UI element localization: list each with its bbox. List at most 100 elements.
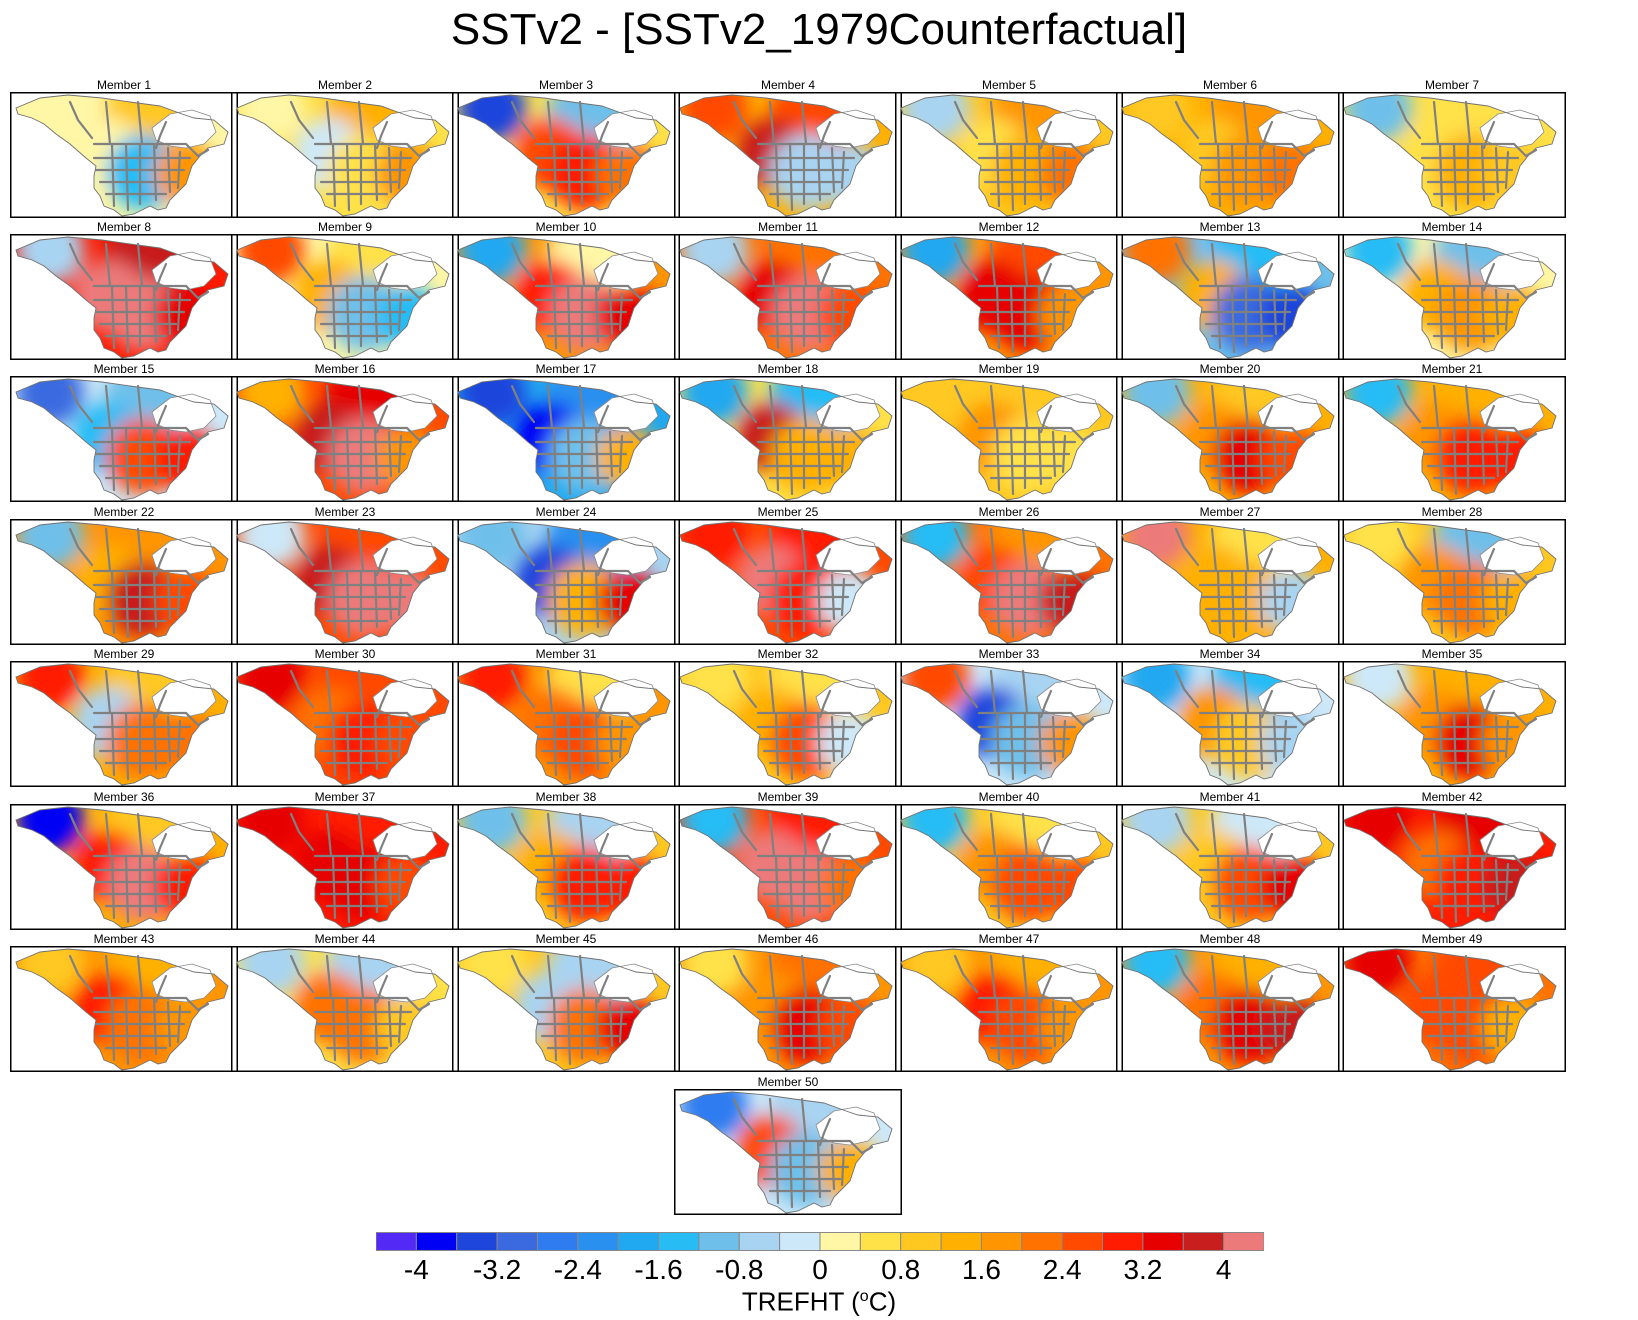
colorbar-bin <box>1021 1232 1063 1251</box>
member-panel: Member 5 <box>895 78 1123 218</box>
panel-title: Member 11 <box>758 220 818 234</box>
member-panel: Member 26 <box>895 505 1123 645</box>
colorbar-tick-label: 1.6 <box>961 1254 1001 1285</box>
member-panel: Member 39 <box>674 790 902 930</box>
state-borders <box>510 242 652 354</box>
colorbar-bin <box>940 1232 982 1251</box>
coastline <box>679 94 893 217</box>
state-borders <box>1396 384 1538 496</box>
anomaly-east <box>154 996 218 1060</box>
anomaly-east <box>1482 426 1546 490</box>
member-map <box>895 376 1123 502</box>
anomaly-east <box>154 569 218 633</box>
member-panel: Member 29 <box>10 647 238 787</box>
state-borders <box>732 527 874 639</box>
panel-frame <box>1116 661 1344 787</box>
colorbar-bin <box>456 1232 498 1251</box>
panel-frame <box>674 376 902 502</box>
member-panel: Member 3 <box>452 78 680 218</box>
anomaly-east <box>596 996 660 1060</box>
panel-title: Member 24 <box>535 505 597 519</box>
member-panel: Member 42 <box>1338 790 1566 930</box>
member-panel: Member 43 <box>10 932 238 1072</box>
coastline <box>679 806 893 929</box>
panel-frame <box>674 519 902 645</box>
member-panel: Member 27 <box>1116 505 1344 645</box>
coastline <box>15 663 229 786</box>
coastline <box>457 663 671 786</box>
panel-frame <box>452 519 680 645</box>
panel-title: Member 40 <box>978 790 1040 804</box>
state-borders <box>289 527 431 639</box>
panel-frame <box>231 661 459 787</box>
state-borders <box>1174 242 1316 354</box>
anomaly-east <box>1039 996 1103 1060</box>
panel-frame <box>1116 234 1344 360</box>
panel-frame <box>10 234 238 360</box>
anomaly-east <box>1039 854 1103 918</box>
member-panel: Member 15 <box>10 362 238 502</box>
member-panel: Member 48 <box>1116 932 1344 1072</box>
coastline <box>900 948 1114 1071</box>
coastline <box>679 1091 893 1214</box>
coastline <box>1121 236 1335 359</box>
panel-title: Member 23 <box>314 505 376 519</box>
anomaly-east <box>375 854 439 918</box>
panel-title: Member 15 <box>93 362 155 376</box>
coastline <box>15 236 229 359</box>
member-panel: Member 14 <box>1338 220 1566 360</box>
panel-frame <box>10 376 238 502</box>
coastline <box>900 521 1114 644</box>
panel-title: Member 45 <box>535 932 597 946</box>
coastline <box>457 236 671 359</box>
member-panel: Member 47 <box>895 932 1123 1072</box>
panel-title: Member 1 <box>96 78 152 92</box>
coastline <box>1343 378 1557 501</box>
member-map <box>452 376 680 502</box>
coastline <box>679 378 893 501</box>
coastline <box>457 806 671 929</box>
member-map <box>10 661 238 787</box>
anomaly-east <box>1482 142 1546 206</box>
anomaly-east <box>1039 711 1103 775</box>
colorbar-bin <box>376 1232 417 1251</box>
member-map <box>674 92 902 218</box>
anomaly-east <box>1039 142 1103 206</box>
member-panel: Member 20 <box>1116 362 1344 502</box>
member-panel: Member 12 <box>895 220 1123 360</box>
panel-frame <box>895 519 1123 645</box>
anomaly-east <box>375 142 439 206</box>
anomaly-east <box>596 711 660 775</box>
anomaly-east <box>596 284 660 348</box>
state-borders <box>1174 100 1316 212</box>
anomaly-east <box>1039 284 1103 348</box>
state-borders <box>732 812 874 924</box>
colorbar-tick-label: 0.8 <box>881 1254 921 1285</box>
state-borders <box>510 669 652 781</box>
member-map <box>1338 376 1566 502</box>
state-borders <box>953 669 1095 781</box>
coastline <box>1343 236 1557 359</box>
state-borders <box>289 242 431 354</box>
member-map <box>452 234 680 360</box>
state-borders <box>510 384 652 496</box>
member-map <box>674 376 902 502</box>
panel-title: Member 35 <box>1421 647 1483 661</box>
colorbar-tick-label: 4 <box>1215 1254 1232 1285</box>
colorbar-bin <box>1142 1232 1184 1251</box>
panel-frame <box>1116 92 1344 218</box>
panel-title: Member 48 <box>1199 932 1261 946</box>
state-borders <box>68 384 210 496</box>
anomaly-east <box>1260 996 1324 1060</box>
panel-title: Member 27 <box>1199 505 1261 519</box>
state-borders <box>732 100 874 212</box>
state-borders <box>68 100 210 212</box>
panel-frame <box>1116 804 1344 930</box>
member-panel: Member 50 <box>674 1075 902 1215</box>
member-map <box>674 1089 902 1215</box>
panel-frame <box>1338 92 1566 218</box>
member-panel: Member 36 <box>10 790 238 930</box>
colorbar-tick-label: -1.6 <box>634 1254 683 1285</box>
member-panel: Member 34 <box>1116 647 1344 787</box>
